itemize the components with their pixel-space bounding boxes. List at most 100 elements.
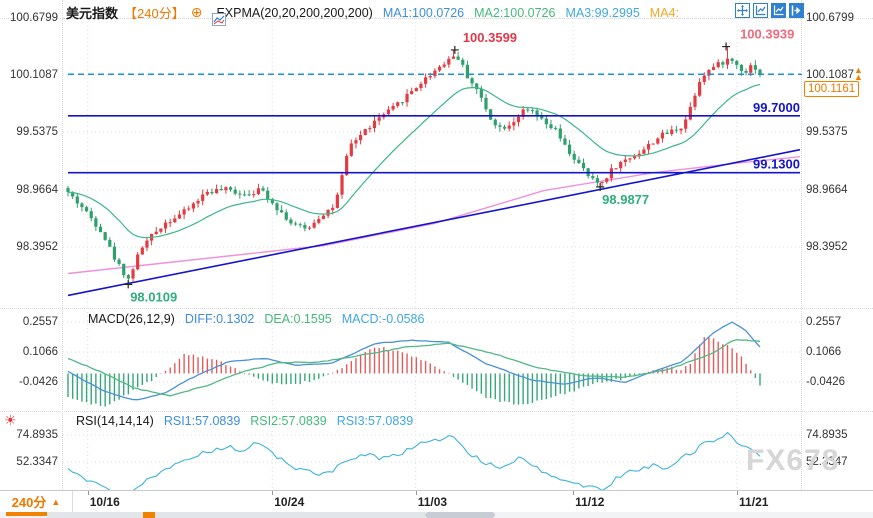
candle-body	[252, 194, 256, 196]
macd-name: MACD(26,12,9)	[88, 312, 175, 326]
chart-layout-active-icon[interactable]	[771, 3, 786, 18]
candle-body	[614, 168, 618, 170]
rsi-pane[interactable]	[63, 411, 802, 490]
date-tick	[737, 491, 739, 495]
chart-layout-icon[interactable]	[753, 3, 768, 18]
candle-body	[354, 140, 358, 144]
main-axis-tick: 98.3952	[16, 241, 58, 253]
candle-body	[108, 239, 112, 247]
date-label: 11/03	[417, 495, 448, 509]
top-gridline	[0, 18, 873, 19]
candle-body	[331, 207, 335, 210]
candle-body	[633, 156, 637, 159]
main-price-pane[interactable]: 99.7000 99.1300 100.3599 100.3939 98.0109 98.…	[63, 0, 802, 308]
price-annotation: 98.0109	[130, 289, 177, 304]
candle-body	[554, 128, 558, 130]
ma1-value: MA1:100.0726	[382, 5, 465, 20]
candle-body	[679, 128, 683, 131]
candle-body	[475, 83, 479, 90]
candle-body	[363, 129, 367, 136]
candle-body	[595, 178, 600, 183]
candle-body	[173, 218, 177, 223]
candle-body	[465, 64, 470, 79]
candle-body	[71, 192, 75, 197]
cross-marker-icon	[124, 280, 133, 289]
candle-body	[502, 126, 507, 129]
candle-body	[749, 65, 753, 73]
macd-dea-value: DEA:0.1595	[264, 312, 332, 326]
macd-axis-tick: -0.0426	[18, 376, 58, 388]
trendline	[67, 148, 801, 297]
period-label[interactable]: 【240分】	[124, 6, 185, 21]
candle-body	[284, 212, 288, 220]
candle-body	[112, 246, 117, 260]
candle-body	[391, 105, 395, 110]
candle-body	[131, 269, 135, 279]
date-label: 10/24	[274, 495, 305, 509]
rsi-header: RSI(14,14,14) RSI1:57.0839 RSI2:57.0839 …	[76, 414, 413, 428]
rsi-line	[67, 431, 761, 490]
left-axis-divider	[62, 0, 63, 490]
candle-body	[312, 222, 316, 228]
candle-body	[140, 247, 144, 255]
candle-body	[275, 203, 279, 211]
pane-expand-icon[interactable]	[789, 3, 804, 18]
candle-body	[368, 128, 372, 130]
date-tick	[87, 491, 89, 495]
candle-body	[233, 189, 237, 194]
candle-body	[521, 109, 525, 117]
ma2-value: MA2:100.0726	[474, 5, 556, 20]
candle-body	[247, 194, 251, 196]
date-label: 10/16	[89, 495, 120, 509]
ma3-value: MA3:99.2995	[565, 5, 640, 20]
candle-body	[242, 194, 247, 196]
move-tool-icon[interactable]	[735, 3, 750, 18]
candle-body	[80, 203, 84, 208]
candle-body	[670, 129, 674, 135]
macd-pane[interactable]	[63, 308, 802, 411]
candle-body	[280, 210, 284, 213]
candle-body	[117, 259, 121, 264]
candle-body	[470, 78, 474, 84]
candle-body	[693, 95, 697, 107]
candle-body	[711, 67, 716, 70]
candle-body	[433, 70, 437, 77]
candle-body	[177, 214, 182, 219]
candle-body	[619, 162, 623, 169]
candle-body	[89, 211, 93, 219]
timeframe-button[interactable]: 240分 ▲	[0, 491, 73, 513]
scrollbar-thumb[interactable]	[425, 512, 495, 518]
candle-body	[168, 222, 172, 224]
pane-divider-rsi	[0, 411, 873, 412]
candle-body	[567, 144, 572, 154]
macd-diff-value: DIFF:0.1302	[184, 312, 255, 326]
candle-body	[386, 109, 391, 115]
candle-body	[535, 110, 539, 116]
candle-body	[84, 207, 89, 212]
candle-body	[591, 176, 595, 179]
rsi-name: RSI(14,14,14)	[76, 414, 154, 428]
candle-body	[451, 56, 456, 59]
price-up-arrow-icon: ▲ ▲	[854, 65, 863, 82]
candle-body	[159, 228, 163, 232]
add-indicator-icon[interactable]: ⊕	[190, 4, 203, 20]
candle-body	[307, 227, 312, 229]
price-annotation: 98.9877	[602, 192, 649, 207]
candle-body	[600, 181, 604, 183]
candle-body	[424, 77, 428, 84]
chart-scrollbar[interactable]	[0, 512, 873, 518]
indicator-settings-icon[interactable]: ☀	[4, 412, 17, 428]
date-label: 11/12	[575, 495, 605, 509]
timeframe-label: 240分	[11, 495, 47, 510]
main-axis-tick: 98.9664	[806, 184, 848, 196]
candle-body	[516, 116, 521, 123]
candle-body	[646, 143, 651, 150]
candle-body	[298, 224, 302, 226]
candle-body	[447, 58, 451, 65]
chart-toolbar	[735, 3, 804, 18]
candle-body	[372, 120, 377, 129]
rsi1-value: RSI1:57.0839	[163, 414, 241, 428]
candle-body	[136, 254, 140, 270]
macd-header: MACD(26,12,9) DIFF:0.1302 DEA:0.1595 MAC…	[88, 312, 424, 326]
candle-body	[187, 208, 191, 210]
